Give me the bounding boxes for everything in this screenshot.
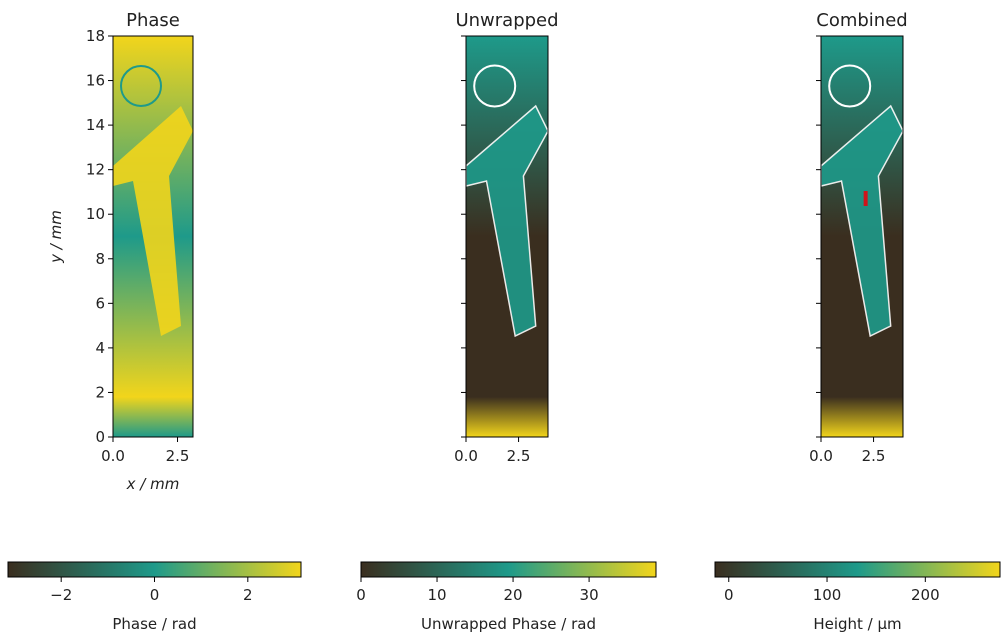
marker <box>864 191 868 206</box>
y-tick-label: 14 <box>86 116 105 134</box>
figure: Phase 0.0 2.5 0 2 4 6 8 10 12 14 16 18 x / mm y / mm −2… <box>0 0 1002 634</box>
x-tick-label: 0.0 <box>454 447 478 465</box>
colorbar-tick-label: 0 <box>724 586 734 604</box>
colorbar-tick-label: 2 <box>243 586 253 604</box>
x-axis-label: x / mm <box>126 475 180 493</box>
colorbar <box>8 562 301 577</box>
colorbar-tick-label: 0 <box>150 586 160 604</box>
colorbar-tick-label: 200 <box>911 586 940 604</box>
colorbar-tick-label: 0 <box>356 586 366 604</box>
colorbar <box>715 562 1000 577</box>
y-tick-label: 0 <box>95 428 105 446</box>
colorbar-tick-label: 20 <box>504 586 523 604</box>
y-tick-label: 10 <box>86 205 105 223</box>
y-tick-label: 4 <box>95 339 105 357</box>
y-tick-label: 8 <box>95 250 105 268</box>
panel-title: Phase <box>126 10 180 31</box>
x-tick-label: 0.0 <box>809 447 833 465</box>
x-tick-label: 2.5 <box>862 447 886 465</box>
x-tick-label: 2.5 <box>166 447 190 465</box>
y-tick-label: 2 <box>95 383 105 401</box>
colorbar-tick-label: 10 <box>427 586 446 604</box>
colorbar-tick-label: 100 <box>813 586 842 604</box>
y-tick-label: 16 <box>86 72 105 90</box>
panel-title: Combined <box>816 10 907 31</box>
colorbar <box>361 562 656 577</box>
colorbar-tick-label: 30 <box>580 586 599 604</box>
y-tick-label: 18 <box>86 27 105 45</box>
y-axis-label: y / mm <box>47 210 65 264</box>
x-tick-label: 2.5 <box>507 447 531 465</box>
panel-title: Unwrapped <box>455 10 558 31</box>
colorbar-label: Height / µm <box>813 615 901 633</box>
y-tick-label: 6 <box>95 294 105 312</box>
colorbar-tick-label: −2 <box>50 586 72 604</box>
y-tick-label: 12 <box>86 161 105 179</box>
colorbar-label: Phase / rad <box>112 615 196 633</box>
colorbar-label: Unwrapped Phase / rad <box>421 615 596 633</box>
x-tick-label: 0.0 <box>101 447 125 465</box>
